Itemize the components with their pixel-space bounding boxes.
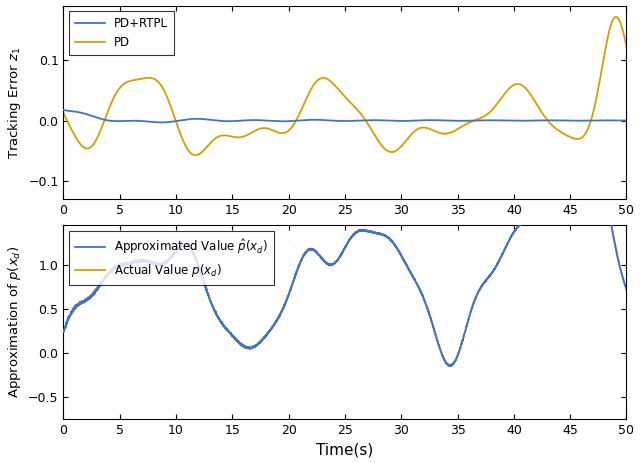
Legend: PD+RTPL, PD: PD+RTPL, PD <box>69 12 174 55</box>
Approximated Value $\hat{p}(x_d)$ <box>162 259 170 264</box>
PD <box>275 130 282 135</box>
PD+RTPL <box>523 118 531 124</box>
Approximated Value $\hat{p}(x_d)$ <box>523 217 531 222</box>
Approximated Value $\hat{p}(x_d)$ <box>397 253 405 258</box>
Line: Actual Value $p(x_d)$: Actual Value $p(x_d)$ <box>63 146 627 366</box>
Y-axis label: Tracking Error $z_1$: Tracking Error $z_1$ <box>6 46 22 158</box>
Approximated Value $\hat{p}(x_d)$ <box>623 287 630 292</box>
Approximated Value $\hat{p}(x_d)$ <box>426 312 433 318</box>
PD+RTPL <box>623 118 630 123</box>
PD <box>426 126 433 131</box>
PD+RTPL <box>162 119 170 125</box>
Actual Value $p(x_d)$ <box>426 312 433 318</box>
Line: Approximated Value $\hat{p}(x_d)$: Approximated Value $\hat{p}(x_d)$ <box>63 146 627 366</box>
Approximated Value $\hat{p}(x_d)$ <box>446 363 454 369</box>
Actual Value $p(x_d)$ <box>275 314 282 320</box>
PD+RTPL <box>275 119 282 124</box>
PD <box>523 86 531 92</box>
Actual Value $p(x_d)$ <box>60 328 67 334</box>
Actual Value $p(x_d)$ <box>523 217 531 222</box>
PD <box>623 44 630 49</box>
Actual Value $p(x_d)$ <box>162 260 170 266</box>
PD+RTPL <box>60 107 67 113</box>
PD <box>397 144 405 149</box>
Approximated Value $\hat{p}(x_d)$ <box>586 143 594 149</box>
Y-axis label: Approximation of $p(x_d)$: Approximation of $p(x_d)$ <box>6 246 22 398</box>
PD <box>480 114 488 119</box>
PD+RTPL <box>397 118 405 124</box>
PD <box>60 110 67 116</box>
PD <box>191 152 199 158</box>
Actual Value $p(x_d)$ <box>587 144 595 149</box>
PD+RTPL <box>157 119 165 125</box>
Actual Value $p(x_d)$ <box>623 287 630 292</box>
X-axis label: Time(s): Time(s) <box>316 443 374 457</box>
Line: PD: PD <box>63 17 627 155</box>
PD <box>612 14 620 19</box>
Actual Value $p(x_d)$ <box>397 252 405 258</box>
Approximated Value $\hat{p}(x_d)$ <box>480 281 488 286</box>
Actual Value $p(x_d)$ <box>446 363 454 369</box>
PD+RTPL <box>480 118 488 123</box>
Approximated Value $\hat{p}(x_d)$ <box>275 314 282 319</box>
Line: PD+RTPL: PD+RTPL <box>63 110 627 122</box>
Legend: Approximated Value $\hat{p}(x_d)$, Actual Value $p(x_d)$: Approximated Value $\hat{p}(x_d)$, Actua… <box>69 232 274 285</box>
Actual Value $p(x_d)$ <box>480 281 488 286</box>
PD+RTPL <box>426 118 433 123</box>
Approximated Value $\hat{p}(x_d)$ <box>60 329 67 334</box>
PD <box>162 91 170 97</box>
